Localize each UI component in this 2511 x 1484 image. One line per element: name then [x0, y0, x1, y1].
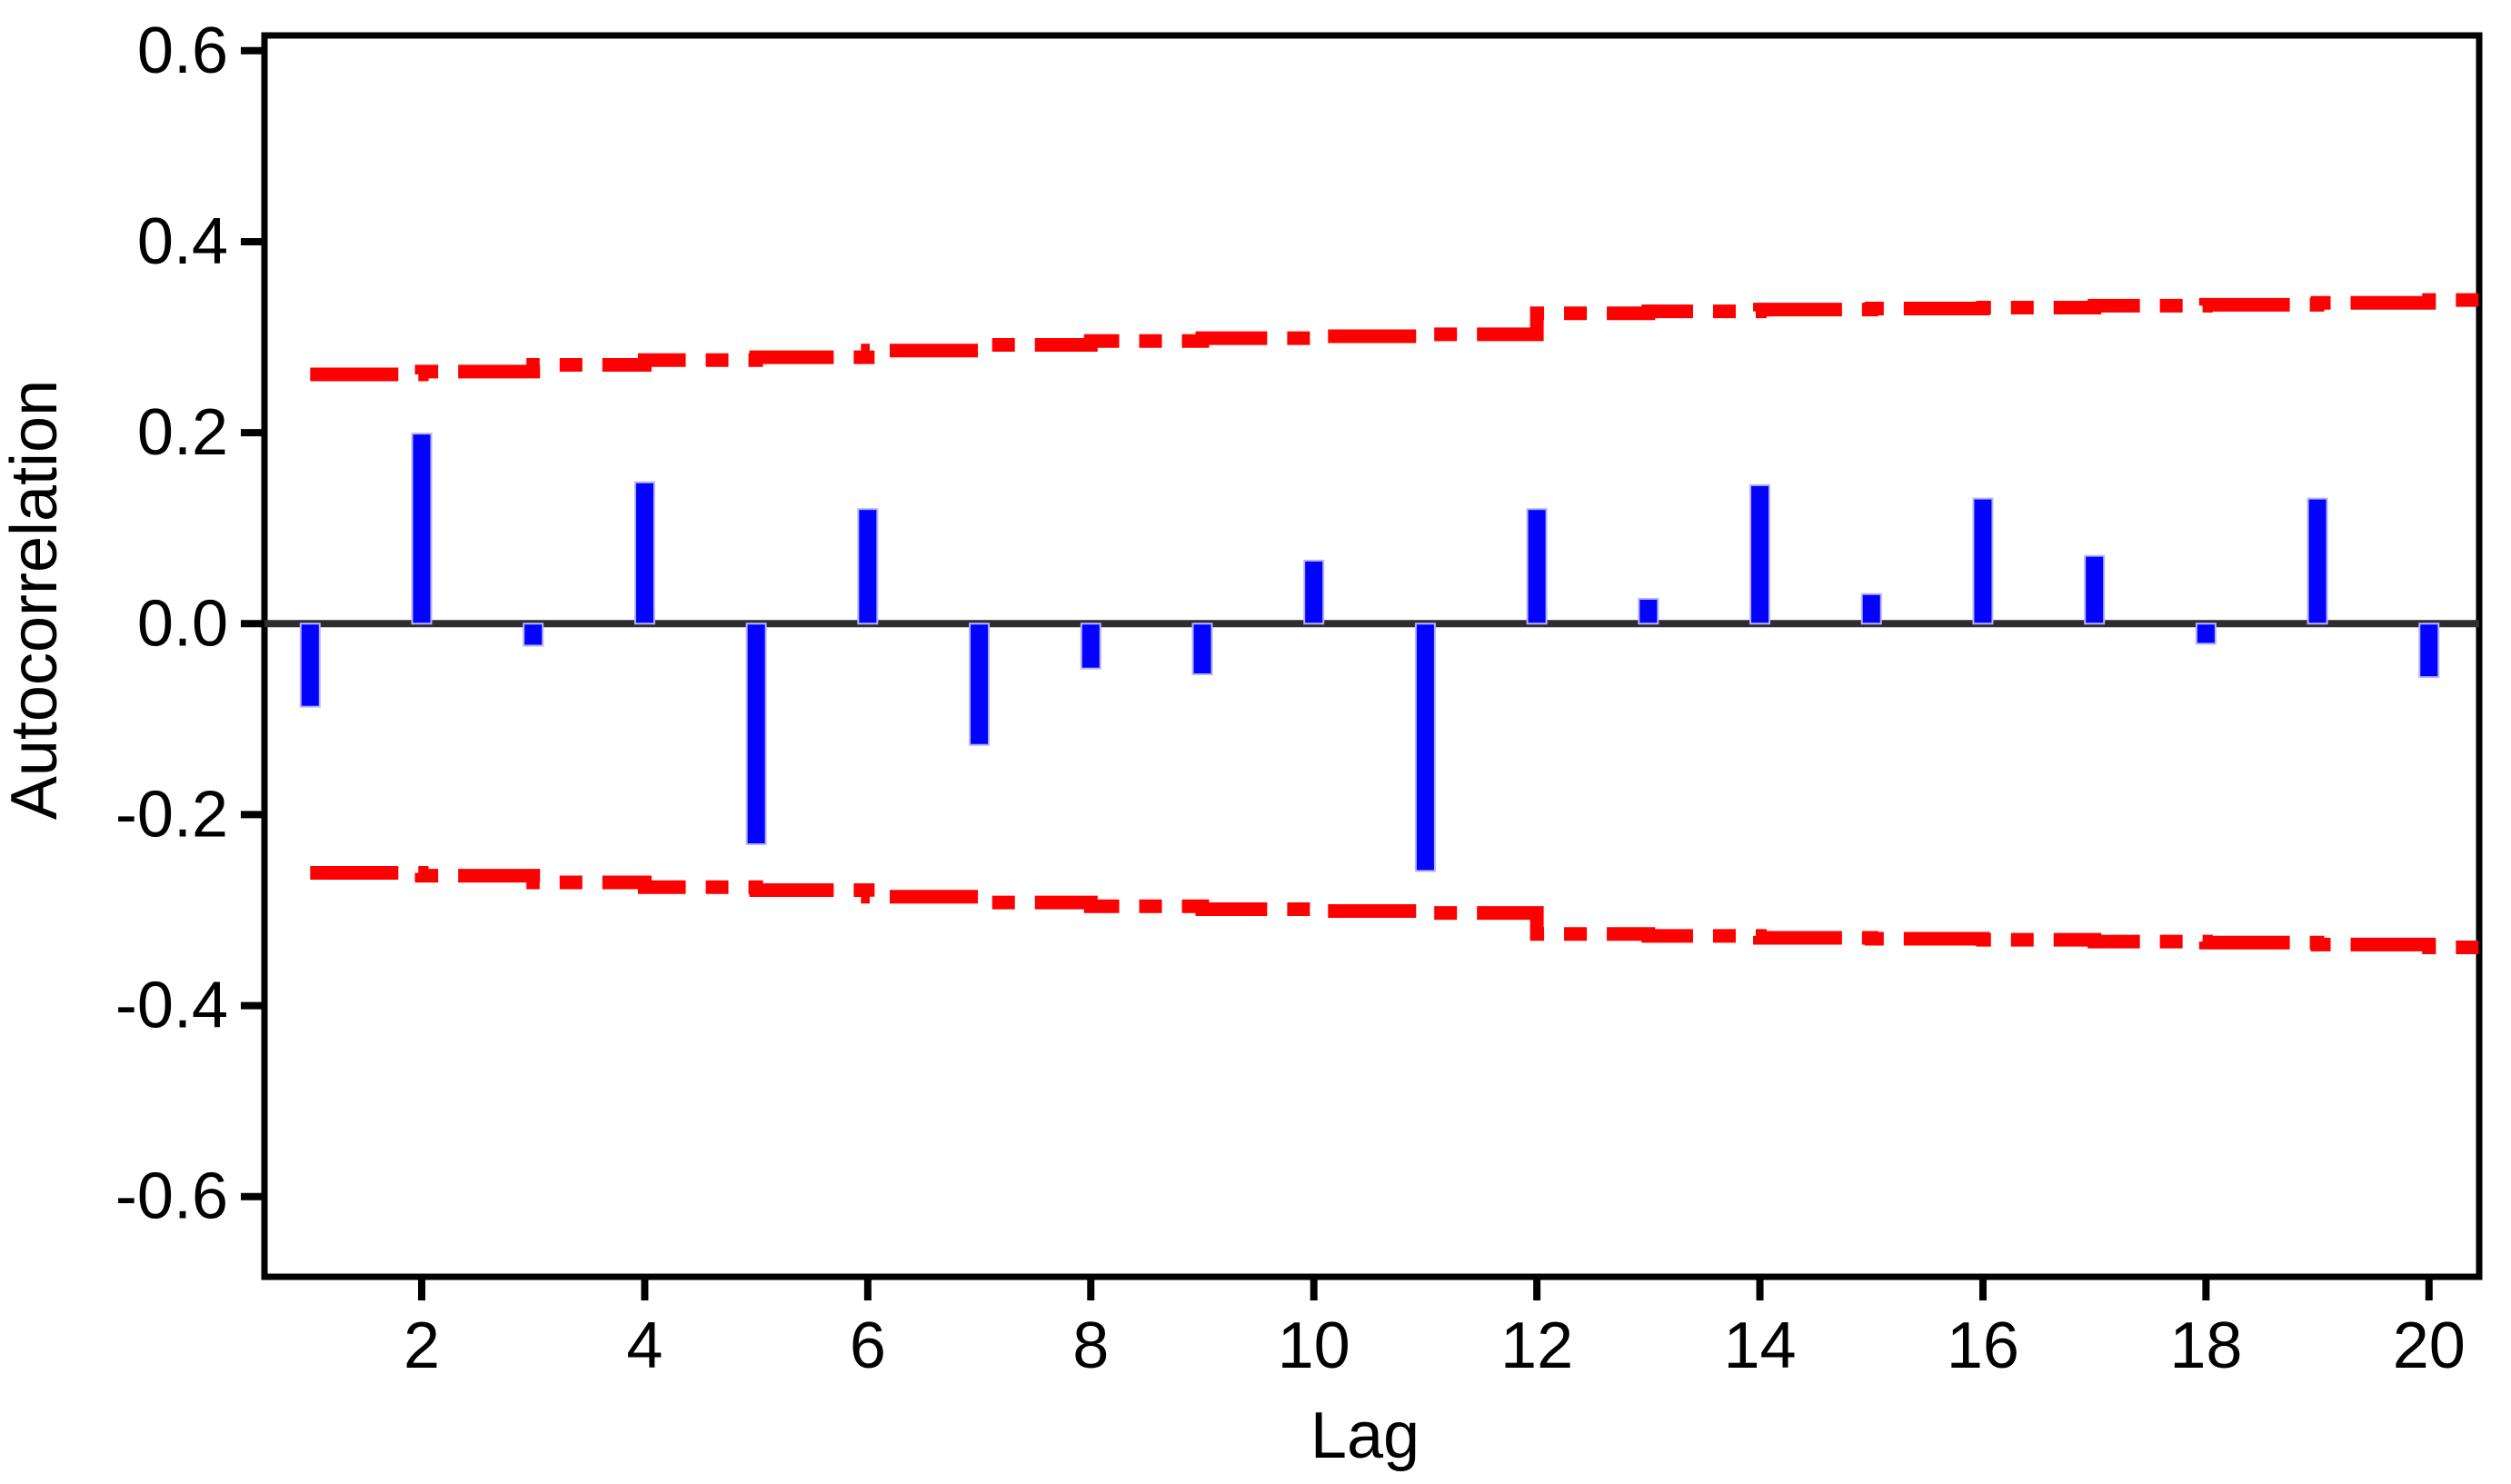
acf-bar-lag-19: [2307, 497, 2328, 625]
upper-confidence-band: [310, 293, 2479, 382]
plot-border: [261, 32, 2483, 1280]
y-tick-label: -0.4: [115, 970, 228, 1042]
y-tick-label: -0.6: [115, 1160, 228, 1233]
y-tick-label: 0.4: [137, 205, 228, 278]
x-tick-label: 6: [850, 1310, 886, 1382]
y-tick-label: 0.0: [137, 587, 228, 660]
x-axis-title: Lag: [1310, 1399, 1420, 1472]
acf-bars: [299, 433, 2440, 872]
acf-bar-lag-6: [857, 508, 879, 625]
acf-bar-lag-7: [969, 622, 991, 746]
x-tick-label: 16: [1947, 1310, 2019, 1382]
x-tick-label: 12: [1500, 1310, 1573, 1382]
x-tick-label: 18: [2169, 1310, 2242, 1382]
acf-bar-lag-8: [1080, 622, 1101, 670]
acf-bar-lag-13: [1638, 597, 1659, 625]
acf-bar-lag-5: [745, 622, 767, 846]
acf-bar-lag-4: [633, 481, 655, 625]
acf-bar-lag-2: [411, 433, 433, 625]
x-tick-label: 4: [626, 1310, 663, 1382]
x-axis-ticks: 2 4 6 8 10 12 14 16 18 20: [404, 1277, 2466, 1382]
y-tick-label: 0.6: [137, 15, 228, 87]
acf-bar-lag-1: [299, 622, 321, 708]
acf-bar-lag-3: [523, 622, 544, 647]
x-tick-label: 10: [1278, 1310, 1350, 1382]
acf-bar-lag-15: [1860, 593, 1882, 625]
lower-confidence-band: [310, 866, 2479, 954]
y-axis-ticks: 0.6 0.4 0.2 0.0 -0.2 -0.4 -0.6: [115, 15, 264, 1233]
y-tick-label: -0.2: [115, 778, 228, 851]
acf-bar-lag-14: [1749, 483, 1771, 625]
y-axis-title: Autocorrelation: [0, 380, 71, 820]
x-tick-label: 2: [404, 1310, 440, 1382]
x-tick-label: 8: [1072, 1310, 1109, 1382]
acf-bar-lag-16: [1972, 497, 1994, 625]
plot-area: 0.60.40.20.0-0.2-0.4-0.6 2 4 6 8 10 12 14 16 18 2…: [115, 15, 2483, 1382]
acf-bar-lag-18: [2195, 622, 2217, 645]
acf-bar-lag-10: [1303, 559, 1325, 625]
acf-bar-lag-20: [2418, 622, 2440, 679]
acf-bar-lag-12: [1526, 508, 1548, 625]
x-tick-label: 14: [1723, 1310, 1796, 1382]
x-tick-label: 20: [2393, 1310, 2466, 1382]
y-tick-label: 0.2: [137, 396, 228, 469]
acf-bar-lag-11: [1414, 622, 1436, 872]
acf-bar-lag-17: [2084, 554, 2106, 625]
acf-bar-lag-9: [1191, 622, 1213, 675]
